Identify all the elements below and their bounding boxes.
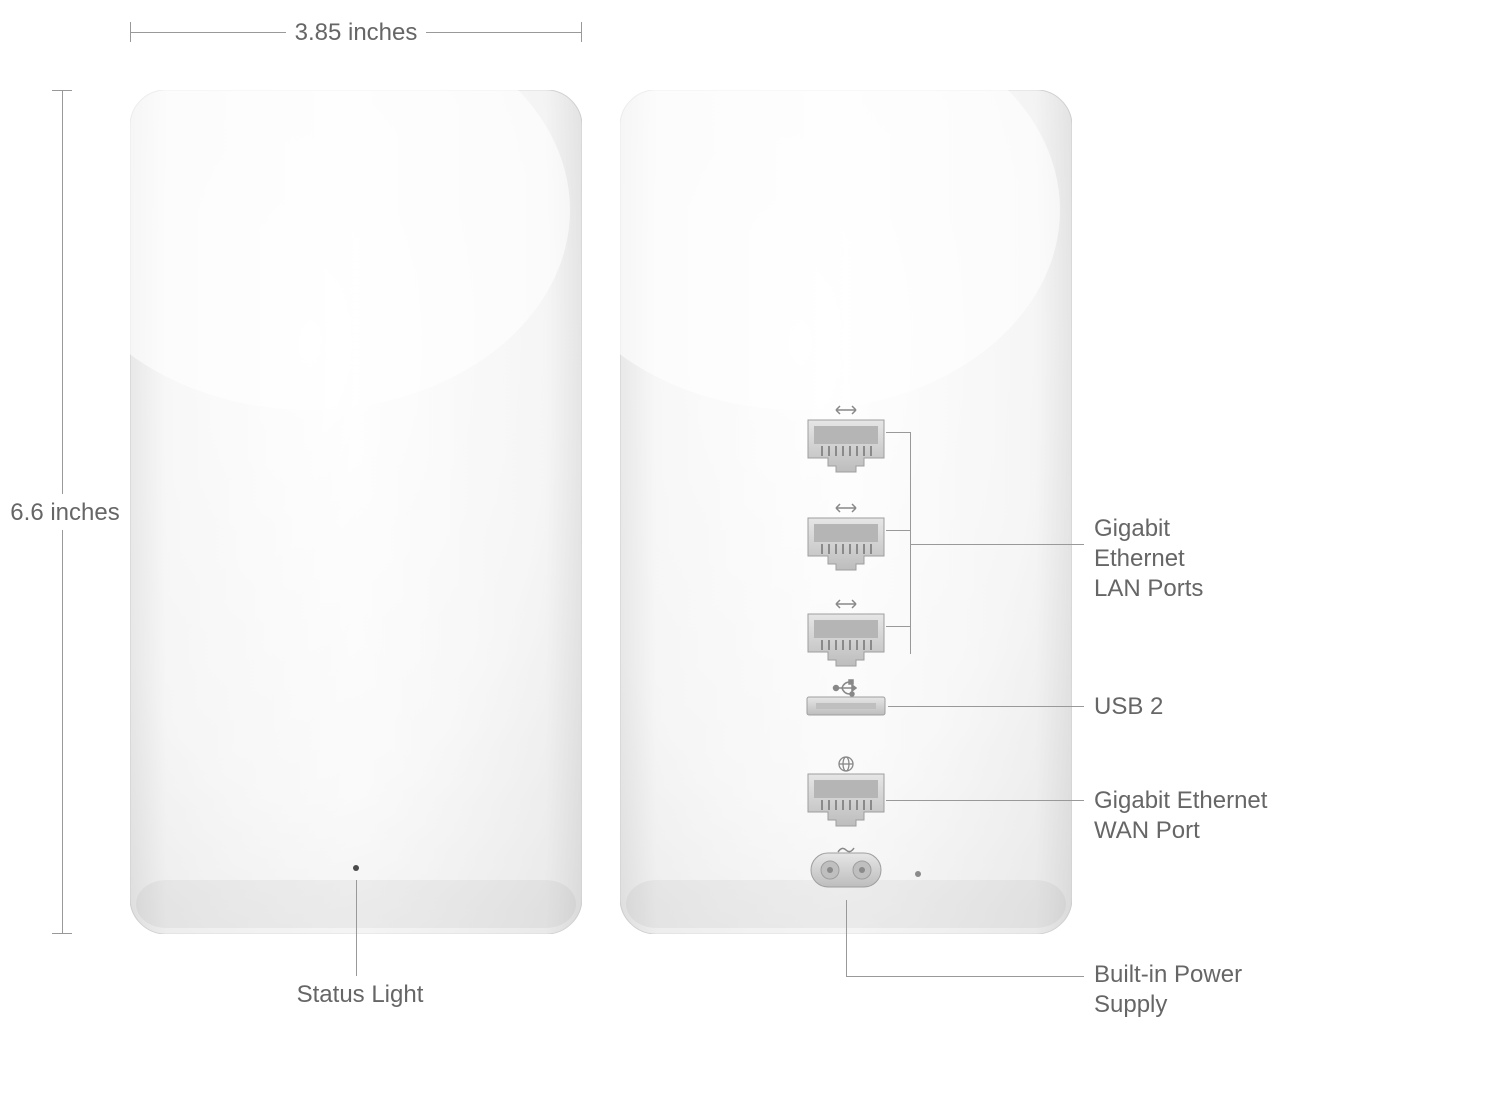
power-label: Built-in Power Supply xyxy=(1094,960,1314,1020)
usb-lead xyxy=(888,706,1084,707)
lan-lead-2 xyxy=(886,530,910,531)
status-light-leader xyxy=(356,880,357,976)
power-port-icon xyxy=(811,848,881,887)
dim-height-label: 6.6 inches xyxy=(8,498,122,528)
diagram-stage: 3.85 inches 6.6 inches xyxy=(0,0,1510,1098)
dim-height-tick-bottom xyxy=(52,933,72,934)
dim-height-tick-top xyxy=(52,90,72,91)
device-front xyxy=(130,90,582,934)
power-lead-vert xyxy=(846,900,847,976)
lan-lead-3 xyxy=(886,626,910,627)
usb-label: USB 2 xyxy=(1094,692,1314,722)
status-light-dot xyxy=(353,865,359,871)
lan-label: Gigabit Ethernet LAN Ports xyxy=(1094,514,1314,604)
device-back xyxy=(620,90,1072,934)
lan-lead-out xyxy=(910,544,1084,545)
status-light-label: Status Light xyxy=(290,980,430,1010)
dim-width-label: 3.85 inches xyxy=(286,18,426,48)
reset-pinhole-icon xyxy=(915,871,921,877)
wan-lead xyxy=(886,800,1084,801)
lan-bracket-vert xyxy=(910,432,911,654)
dim-width-tick-left xyxy=(130,22,131,42)
power-lead-horz xyxy=(846,976,1084,977)
wan-label: Gigabit Ethernet WAN Port xyxy=(1094,786,1354,846)
lan-lead-1 xyxy=(886,432,910,433)
dim-width-tick-right xyxy=(581,22,582,42)
